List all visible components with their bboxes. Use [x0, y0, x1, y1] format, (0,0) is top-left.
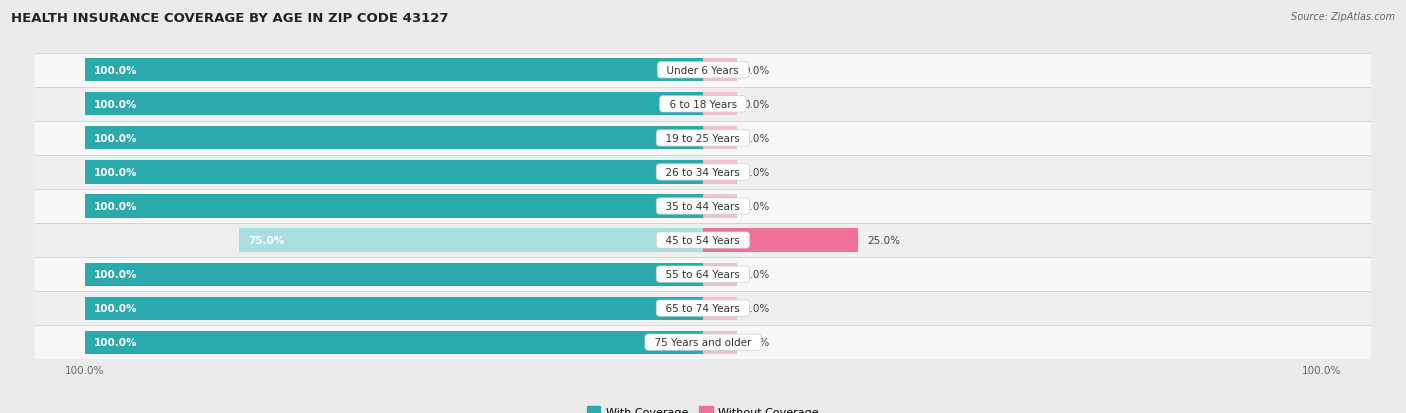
Bar — [35, 292, 1371, 325]
Bar — [84, 331, 703, 354]
Bar — [703, 195, 737, 218]
Text: 0.0%: 0.0% — [744, 66, 769, 76]
Text: 26 to 34 Years: 26 to 34 Years — [659, 168, 747, 178]
Bar — [239, 229, 703, 252]
Bar — [84, 297, 703, 320]
Text: 100.0%: 100.0% — [94, 66, 138, 76]
Bar — [35, 121, 1371, 156]
Text: 0.0%: 0.0% — [744, 100, 769, 109]
Bar — [35, 190, 1371, 223]
Text: 45 to 54 Years: 45 to 54 Years — [659, 235, 747, 245]
Text: 75.0%: 75.0% — [249, 235, 285, 245]
Text: 19 to 25 Years: 19 to 25 Years — [659, 133, 747, 144]
Text: 100.0%: 100.0% — [94, 202, 138, 211]
Bar — [35, 325, 1371, 359]
Text: Source: ZipAtlas.com: Source: ZipAtlas.com — [1291, 12, 1395, 22]
Bar — [84, 93, 703, 116]
Bar — [703, 331, 737, 354]
Text: 0.0%: 0.0% — [744, 202, 769, 211]
Text: 0.0%: 0.0% — [744, 269, 769, 280]
Text: 55 to 64 Years: 55 to 64 Years — [659, 269, 747, 280]
Bar — [703, 263, 737, 286]
Bar — [84, 59, 703, 82]
Bar — [703, 229, 858, 252]
Text: 75 Years and older: 75 Years and older — [648, 337, 758, 347]
Bar — [84, 195, 703, 218]
Legend: With Coverage, Without Coverage: With Coverage, Without Coverage — [582, 402, 824, 413]
Text: 100.0%: 100.0% — [94, 337, 138, 347]
Bar — [84, 161, 703, 184]
Text: 0.0%: 0.0% — [744, 168, 769, 178]
Text: 100.0%: 100.0% — [94, 133, 138, 144]
Text: 100.0%: 100.0% — [94, 269, 138, 280]
Text: HEALTH INSURANCE COVERAGE BY AGE IN ZIP CODE 43127: HEALTH INSURANCE COVERAGE BY AGE IN ZIP … — [11, 12, 449, 25]
Bar — [703, 59, 737, 82]
Bar — [703, 297, 737, 320]
Bar — [703, 127, 737, 150]
Bar — [703, 93, 737, 116]
Bar — [703, 161, 737, 184]
Text: 100.0%: 100.0% — [94, 100, 138, 109]
Bar — [35, 257, 1371, 292]
Text: 0.0%: 0.0% — [744, 304, 769, 313]
Bar — [35, 54, 1371, 88]
Text: 0.0%: 0.0% — [744, 337, 769, 347]
Text: 0.0%: 0.0% — [744, 133, 769, 144]
Bar — [84, 263, 703, 286]
Bar — [35, 88, 1371, 121]
Bar — [35, 223, 1371, 257]
Text: 100.0%: 100.0% — [94, 304, 138, 313]
Text: Under 6 Years: Under 6 Years — [661, 66, 745, 76]
Text: 25.0%: 25.0% — [868, 235, 900, 245]
Bar — [84, 127, 703, 150]
Text: 100.0%: 100.0% — [94, 168, 138, 178]
Text: 65 to 74 Years: 65 to 74 Years — [659, 304, 747, 313]
Text: 35 to 44 Years: 35 to 44 Years — [659, 202, 747, 211]
Bar — [35, 156, 1371, 190]
Text: 6 to 18 Years: 6 to 18 Years — [662, 100, 744, 109]
